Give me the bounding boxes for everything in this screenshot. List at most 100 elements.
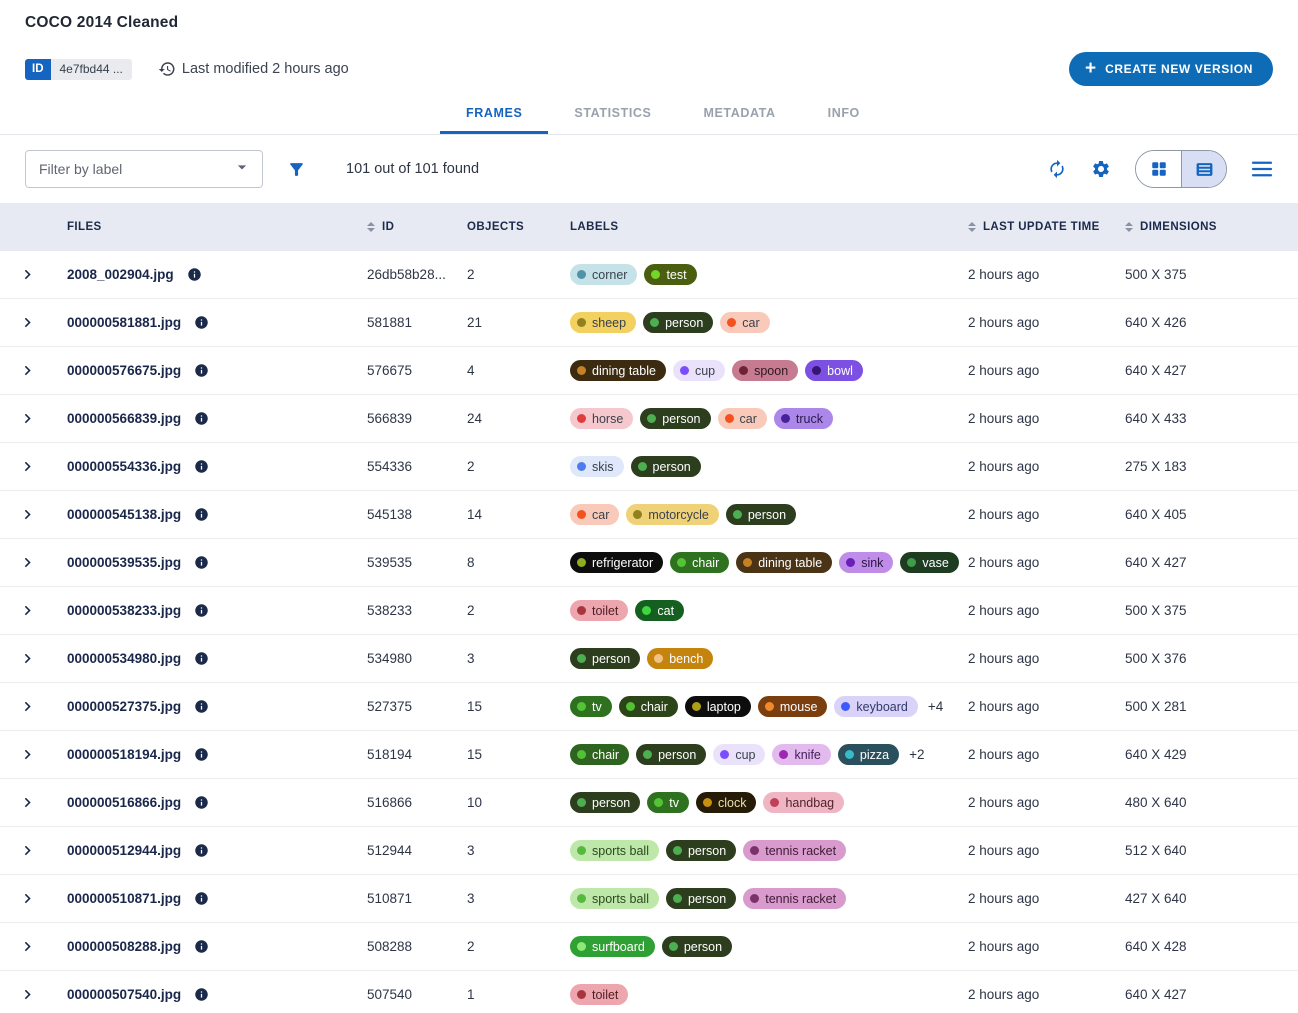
expand-row-chevron-icon[interactable] <box>18 745 37 764</box>
expand-row-chevron-icon[interactable] <box>18 937 37 956</box>
info-icon[interactable] <box>194 987 209 1002</box>
tab-metadata[interactable]: METADATA <box>703 106 776 120</box>
label-chip[interactable]: car <box>570 504 620 525</box>
dataset-id-badge[interactable]: ID 4e7fbd44 ... <box>25 58 132 80</box>
expand-row-chevron-icon[interactable] <box>18 265 37 284</box>
expand-row-chevron-icon[interactable] <box>18 505 37 524</box>
expand-row-chevron-icon[interactable] <box>18 553 37 572</box>
info-icon[interactable] <box>194 651 209 666</box>
label-chip[interactable]: pizza <box>837 744 900 765</box>
label-chip[interactable]: dining table <box>736 552 833 573</box>
label-chip[interactable]: person <box>570 648 641 669</box>
sort-icon[interactable] <box>367 221 375 233</box>
file-name[interactable]: 000000507540.jpg <box>67 987 182 1002</box>
tab-statistics[interactable]: STATISTICS <box>574 106 652 120</box>
expand-row-chevron-icon[interactable] <box>18 985 37 1004</box>
expand-row-chevron-icon[interactable] <box>18 457 37 476</box>
file-name[interactable]: 000000518194.jpg <box>67 747 182 762</box>
label-chip[interactable]: toilet <box>570 984 629 1005</box>
label-chip[interactable]: tv <box>647 792 689 813</box>
label-chip[interactable]: keyboard <box>834 696 918 717</box>
file-name[interactable]: 000000539535.jpg <box>67 555 182 570</box>
file-name[interactable]: 000000545138.jpg <box>67 507 182 522</box>
info-icon[interactable] <box>194 411 209 426</box>
info-icon[interactable] <box>194 891 209 906</box>
column-header-id[interactable]: ID <box>367 221 464 233</box>
label-chip[interactable]: sheep <box>570 312 637 333</box>
info-icon[interactable] <box>194 747 209 762</box>
info-icon[interactable] <box>194 315 209 330</box>
label-chip[interactable]: spoon <box>732 360 799 381</box>
label-chip[interactable]: chair <box>570 744 630 765</box>
label-chip[interactable]: person <box>570 792 641 813</box>
grid-view-button[interactable] <box>1136 151 1181 187</box>
file-name[interactable]: 000000508288.jpg <box>67 939 182 954</box>
label-chip[interactable]: refrigerator <box>570 552 664 573</box>
label-chip[interactable]: person <box>643 312 714 333</box>
label-chip[interactable]: bowl <box>805 360 863 381</box>
file-name[interactable]: 000000566839.jpg <box>67 411 182 426</box>
label-chip[interactable]: motorcycle <box>626 504 719 525</box>
info-icon[interactable] <box>194 507 209 522</box>
label-chip[interactable]: cup <box>713 744 766 765</box>
file-name[interactable]: 000000534980.jpg <box>67 651 182 666</box>
label-chip[interactable]: car <box>720 312 770 333</box>
label-chip[interactable]: tennis racket <box>743 888 847 909</box>
filter-by-label-select[interactable]: Filter by label <box>25 150 263 188</box>
label-chip[interactable]: horse <box>570 408 634 429</box>
file-name[interactable]: 000000512944.jpg <box>67 843 182 858</box>
column-header-dims[interactable]: DIMENSIONS <box>1121 221 1298 233</box>
info-icon[interactable] <box>194 795 209 810</box>
create-new-version-button[interactable]: + CREATE NEW VERSION <box>1068 52 1273 86</box>
sort-icon[interactable] <box>1125 221 1133 233</box>
label-chip[interactable]: sink <box>839 552 894 573</box>
filter-funnel-icon[interactable] <box>287 160 306 179</box>
label-chip[interactable]: truck <box>773 408 833 429</box>
label-chip[interactable]: person <box>665 888 737 909</box>
label-chip[interactable]: chair <box>670 552 730 573</box>
label-chip[interactable]: cup <box>672 360 726 381</box>
label-chip[interactable]: person <box>636 744 707 765</box>
column-header-time[interactable]: LAST UPDATE TIME <box>964 221 1121 233</box>
label-chip[interactable]: laptop <box>684 696 751 717</box>
expand-row-chevron-icon[interactable] <box>18 793 37 812</box>
label-chip[interactable]: sports ball <box>570 888 659 909</box>
expand-row-chevron-icon[interactable] <box>18 889 37 908</box>
label-chip[interactable]: chair <box>618 696 678 717</box>
expand-row-chevron-icon[interactable] <box>18 361 37 380</box>
tab-frames[interactable]: FRAMES <box>440 92 549 134</box>
label-chip[interactable]: handbag <box>763 792 845 813</box>
tab-info[interactable]: INFO <box>827 106 860 120</box>
list-view-button[interactable] <box>1181 151 1226 187</box>
label-chip[interactable]: person <box>665 840 737 861</box>
label-chip[interactable]: mouse <box>757 696 828 717</box>
file-name[interactable]: 2008_002904.jpg <box>67 267 174 282</box>
expand-row-chevron-icon[interactable] <box>18 841 37 860</box>
file-name[interactable]: 000000554336.jpg <box>67 459 182 474</box>
expand-row-chevron-icon[interactable] <box>18 409 37 428</box>
label-chip[interactable]: corner <box>570 264 638 285</box>
label-chip[interactable]: cat <box>635 600 685 621</box>
info-icon[interactable] <box>194 603 209 618</box>
label-chip[interactable]: knife <box>772 744 831 765</box>
label-chip[interactable]: vase <box>900 552 959 573</box>
label-chip[interactable]: test <box>644 264 697 285</box>
label-chip[interactable]: tv <box>570 696 612 717</box>
info-icon[interactable] <box>194 939 209 954</box>
sort-icon[interactable] <box>968 221 976 233</box>
label-chip[interactable]: person <box>725 504 797 525</box>
file-name[interactable]: 000000581881.jpg <box>67 315 182 330</box>
file-name[interactable]: 000000516866.jpg <box>67 795 182 810</box>
settings-gear-icon[interactable] <box>1091 159 1111 179</box>
info-icon[interactable] <box>194 843 209 858</box>
info-icon[interactable] <box>194 555 209 570</box>
info-icon[interactable] <box>194 699 209 714</box>
label-chip[interactable]: car <box>717 408 767 429</box>
expand-row-chevron-icon[interactable] <box>18 697 37 716</box>
info-icon[interactable] <box>194 363 209 378</box>
label-chip[interactable]: person <box>661 936 733 957</box>
label-chip[interactable]: surfboard <box>570 936 655 957</box>
label-chip[interactable]: person <box>630 456 701 477</box>
label-chip[interactable]: clock <box>695 792 757 813</box>
file-name[interactable]: 000000576675.jpg <box>67 363 182 378</box>
